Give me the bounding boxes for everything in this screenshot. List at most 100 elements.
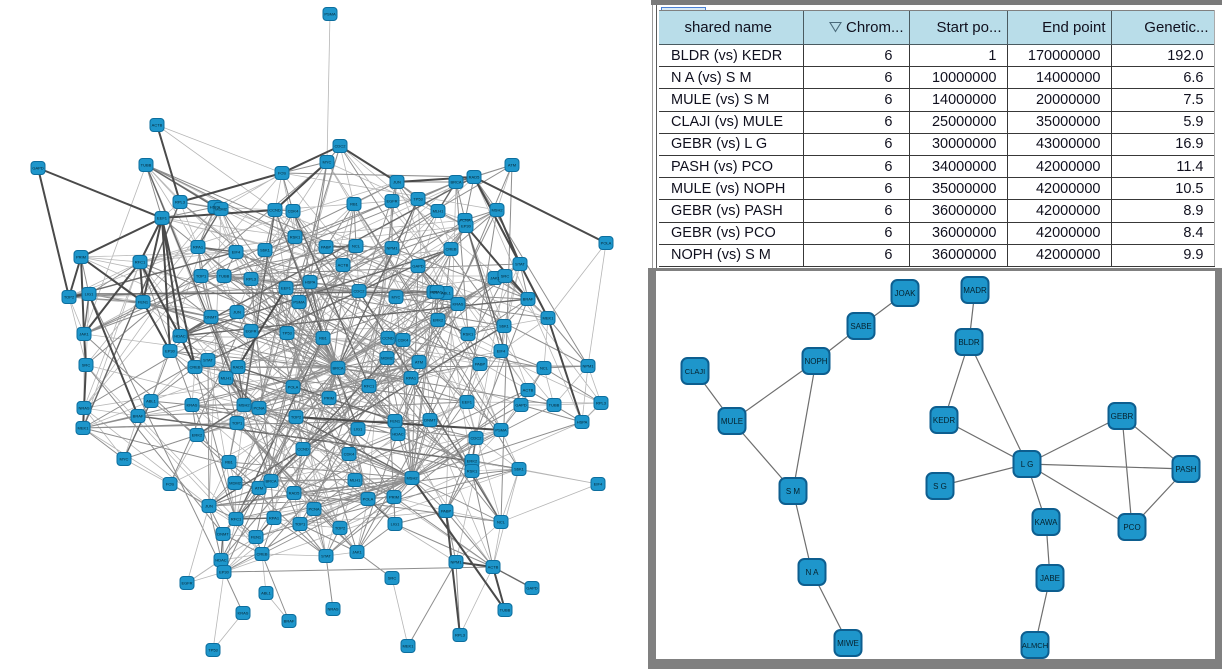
svg-text:RFC1: RFC1 bbox=[231, 517, 242, 522]
svg-text:NRAS: NRAS bbox=[78, 406, 89, 411]
svg-text:ERK2: ERK2 bbox=[192, 433, 203, 438]
svg-text:PCNA: PCNA bbox=[459, 218, 470, 223]
svg-text:PABP: PABP bbox=[321, 245, 332, 250]
svg-text:S G: S G bbox=[933, 482, 947, 491]
svg-text:ALMCH: ALMCH bbox=[1022, 641, 1048, 650]
svg-text:BRCA: BRCA bbox=[450, 180, 461, 185]
svg-text:RPL3: RPL3 bbox=[455, 633, 466, 638]
svg-text:RPL3: RPL3 bbox=[246, 277, 257, 282]
svg-text:RPA1: RPA1 bbox=[269, 516, 280, 521]
svg-text:HSPA: HSPA bbox=[577, 420, 588, 425]
svg-text:BRAF: BRAF bbox=[284, 619, 295, 624]
svg-text:NPM1: NPM1 bbox=[386, 246, 398, 251]
svg-text:LIG1: LIG1 bbox=[391, 522, 400, 527]
svg-text:MEK1: MEK1 bbox=[543, 316, 555, 321]
svg-text:BRAF: BRAF bbox=[133, 414, 144, 419]
svg-text:ERK2: ERK2 bbox=[467, 459, 478, 464]
svg-text:EEF1: EEF1 bbox=[462, 400, 473, 405]
svg-text:TUBB: TUBB bbox=[500, 608, 511, 613]
svg-text:EP30: EP30 bbox=[165, 349, 176, 354]
svg-text:FOS: FOS bbox=[166, 482, 175, 487]
svg-text:FEN1: FEN1 bbox=[390, 419, 401, 424]
svg-text:MDM2: MDM2 bbox=[215, 207, 228, 212]
svg-text:KRAS: KRAS bbox=[453, 302, 464, 307]
svg-text:RAD5: RAD5 bbox=[233, 365, 244, 370]
svg-text:EEF1: EEF1 bbox=[157, 216, 168, 221]
svg-text:MLH1: MLH1 bbox=[350, 478, 361, 483]
svg-text:BRCA: BRCA bbox=[332, 366, 343, 371]
svg-text:POLA: POLA bbox=[363, 497, 374, 502]
svg-text:RB1: RB1 bbox=[350, 202, 359, 207]
svg-text:NPM1: NPM1 bbox=[450, 560, 462, 565]
svg-text:CREB: CREB bbox=[256, 552, 267, 557]
svg-text:ABL1: ABL1 bbox=[146, 399, 157, 404]
svg-text:STAT: STAT bbox=[321, 554, 331, 559]
svg-text:CDK4: CDK4 bbox=[344, 452, 355, 457]
svg-text:RPA1: RPA1 bbox=[193, 245, 204, 250]
svg-text:JABE: JABE bbox=[1040, 574, 1060, 583]
svg-text:PSMA: PSMA bbox=[324, 12, 336, 17]
svg-text:GAPD: GAPD bbox=[526, 586, 537, 591]
svg-text:NCL: NCL bbox=[497, 520, 506, 525]
svg-text:ATM: ATM bbox=[508, 163, 516, 168]
svg-text:NCL: NCL bbox=[352, 244, 361, 249]
svg-text:EIF4: EIF4 bbox=[232, 250, 241, 255]
svg-text:S M: S M bbox=[786, 487, 801, 496]
svg-text:SRC: SRC bbox=[388, 576, 397, 581]
svg-text:N A: N A bbox=[806, 568, 820, 577]
svg-text:RFC1: RFC1 bbox=[135, 260, 146, 265]
svg-text:PCO: PCO bbox=[1123, 523, 1140, 532]
svg-text:GAPD: GAPD bbox=[515, 403, 526, 408]
svg-text:TOP1: TOP1 bbox=[196, 274, 207, 279]
svg-text:CDC2: CDC2 bbox=[354, 289, 366, 294]
svg-text:FEN1: FEN1 bbox=[251, 535, 262, 540]
svg-text:ACTB: ACTB bbox=[338, 263, 349, 268]
svg-text:ACTB: ACTB bbox=[152, 123, 163, 128]
svg-text:STAT: STAT bbox=[515, 262, 525, 267]
svg-text:EIF4: EIF4 bbox=[497, 349, 506, 354]
svg-text:SRC: SRC bbox=[501, 274, 510, 279]
svg-text:ERK2: ERK2 bbox=[433, 318, 444, 323]
svg-text:EIF4: EIF4 bbox=[594, 482, 603, 487]
svg-text:RPL3: RPL3 bbox=[596, 401, 607, 406]
svg-text:SABE: SABE bbox=[850, 322, 871, 331]
svg-text:PCNA: PCNA bbox=[253, 406, 264, 411]
svg-text:TP53: TP53 bbox=[413, 197, 423, 202]
svg-text:RFC1: RFC1 bbox=[364, 384, 375, 389]
svg-text:ATM: ATM bbox=[255, 486, 263, 491]
svg-text:CREB: CREB bbox=[445, 247, 456, 252]
svg-text:CDK4: CDK4 bbox=[398, 338, 409, 343]
svg-text:TP53: TP53 bbox=[282, 331, 292, 336]
svg-text:HDAC: HDAC bbox=[392, 432, 403, 437]
svg-text:MSH2: MSH2 bbox=[491, 208, 503, 213]
svg-text:FOS: FOS bbox=[430, 290, 439, 295]
svg-text:POLA: POLA bbox=[601, 241, 612, 246]
svg-text:NOPH: NOPH bbox=[804, 357, 827, 366]
svg-text:RSK1: RSK1 bbox=[467, 469, 478, 474]
svg-text:TOP2: TOP2 bbox=[335, 526, 346, 531]
svg-text:JAK1: JAK1 bbox=[79, 332, 89, 337]
svg-text:JUN: JUN bbox=[205, 504, 213, 509]
svg-text:HSPA: HSPA bbox=[305, 280, 316, 285]
svg-text:MYC: MYC bbox=[120, 457, 129, 462]
svg-text:EGFR: EGFR bbox=[386, 199, 397, 204]
svg-text:PSMA: PSMA bbox=[293, 300, 305, 305]
svg-text:EGFR: EGFR bbox=[245, 329, 256, 334]
svg-text:DNMT: DNMT bbox=[424, 418, 436, 423]
svg-text:MDM2: MDM2 bbox=[229, 481, 242, 486]
svg-text:ABL1: ABL1 bbox=[261, 591, 272, 596]
svg-text:EGFR: EGFR bbox=[181, 581, 192, 586]
svg-text:KRAS: KRAS bbox=[238, 611, 249, 616]
svg-text:KEDR: KEDR bbox=[933, 416, 955, 425]
svg-text:RPL3: RPL3 bbox=[175, 200, 186, 205]
svg-text:MSH2: MSH2 bbox=[238, 403, 250, 408]
svg-text:RAD5: RAD5 bbox=[289, 491, 300, 496]
svg-text:ABL1: ABL1 bbox=[441, 291, 452, 296]
svg-text:NCL: NCL bbox=[540, 366, 549, 371]
svg-text:MSH2: MSH2 bbox=[406, 476, 418, 481]
svg-text:HDAC: HDAC bbox=[174, 334, 185, 339]
svg-text:ATM: ATM bbox=[415, 360, 423, 365]
svg-text:RSK1: RSK1 bbox=[290, 235, 301, 240]
svg-text:CLAJI: CLAJI bbox=[685, 367, 705, 376]
svg-text:TOP2: TOP2 bbox=[291, 415, 302, 420]
